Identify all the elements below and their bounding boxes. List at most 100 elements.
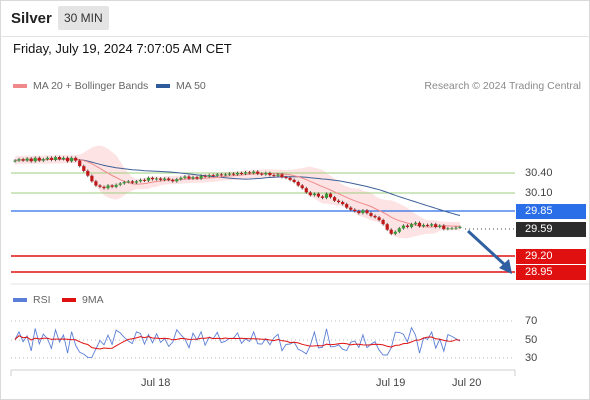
candle-up (252, 171, 256, 173)
candle-up (401, 225, 405, 229)
candle-down (377, 217, 381, 221)
candle-up (163, 178, 167, 180)
projection-shaft (466, 229, 507, 267)
candle-down (405, 225, 409, 227)
candle-down (37, 157, 41, 161)
candle-down (21, 159, 25, 161)
instrument-title: Silver (11, 10, 52, 27)
candle-down (248, 172, 252, 174)
candle-up (199, 175, 203, 179)
rsi-swatch (13, 298, 27, 302)
candle-down (195, 177, 199, 179)
candle-down (29, 158, 33, 162)
x-label-jul20: Jul 20 (452, 377, 482, 389)
candle-up (227, 173, 231, 175)
candle-down (239, 173, 244, 174)
candle-down (219, 174, 223, 176)
candle-down (308, 192, 312, 196)
candle-down (296, 182, 300, 186)
candle-down (171, 179, 175, 182)
candle-up (183, 176, 187, 178)
candle-down (385, 224, 389, 230)
candle-down (150, 177, 155, 180)
rsi-tick-50: 50 (525, 334, 538, 346)
candle-up (422, 224, 426, 227)
candle-down (159, 178, 163, 180)
candle-down (49, 157, 53, 160)
candle-up (61, 157, 66, 160)
candle-down (57, 157, 62, 160)
legend-ma20-label: MA 20 + Bollinger Bands (33, 80, 149, 92)
candle-down (142, 179, 147, 181)
rsi-lines (14, 326, 461, 358)
ma20-swatch (13, 84, 27, 88)
bollinger-bands (15, 145, 460, 239)
candle-up (179, 177, 183, 180)
candle-down (284, 177, 288, 179)
candle-down (381, 220, 385, 225)
ma9-swatch (62, 298, 76, 302)
candle-up (207, 175, 211, 177)
candle-down (187, 176, 191, 179)
legend-rsi: RSI (13, 294, 51, 306)
candle-up (450, 228, 454, 230)
candle-down (260, 173, 264, 175)
candle-down (288, 177, 292, 180)
legend-rsi-label: RSI (33, 294, 51, 306)
candle-down (268, 173, 272, 176)
candle-down (389, 229, 393, 234)
candle-down (78, 160, 82, 167)
candle-down (373, 215, 377, 218)
candle-up (397, 228, 401, 232)
candle-down (316, 193, 320, 197)
pivot-badge: 29.85 (516, 204, 586, 219)
candle-up (138, 179, 142, 182)
candle-down (353, 209, 357, 212)
support-badge-1: 29.20 (516, 249, 586, 264)
candle-up (33, 157, 37, 162)
candle-down (86, 170, 90, 176)
candle-up (25, 158, 29, 161)
candle-up (122, 182, 126, 184)
candle-down (365, 210, 369, 214)
candle-down (90, 175, 94, 182)
candle-up (114, 184, 118, 187)
candle-up (175, 179, 179, 182)
candle-up (430, 224, 434, 226)
interval-button[interactable]: 30 MIN (58, 6, 109, 30)
legend-ma50-label: MA 50 (176, 80, 206, 92)
candle-up (244, 172, 248, 174)
candle-down (333, 197, 337, 201)
candle-up (53, 157, 58, 160)
candle-up (446, 228, 450, 230)
candle-up (126, 181, 130, 183)
candle-down (256, 171, 260, 174)
rsi-tick-70: 70 (525, 315, 538, 327)
candle-up (13, 160, 17, 162)
candle-down (74, 157, 78, 161)
candle-down (426, 224, 430, 226)
candle-up (215, 174, 219, 176)
legend-ma20: MA 20 + Bollinger Bands (13, 80, 148, 92)
candle-down (328, 193, 333, 198)
candle-up (438, 225, 442, 227)
rsi-panel (10, 320, 516, 376)
candles (13, 155, 462, 236)
chart-datetime: Friday, July 19, 2024 7:07:05 AM CET (13, 41, 232, 56)
candle-down (110, 185, 114, 187)
candle-up (191, 177, 195, 179)
candle-down (369, 213, 373, 216)
candle-up (155, 178, 159, 180)
candle-down (167, 178, 171, 180)
candle-down (304, 188, 308, 193)
header-bar: Silver 30 MIN (0, 0, 590, 37)
candle-up (106, 185, 110, 189)
ma50-swatch (156, 84, 170, 88)
level-label-r2: 30.40 (525, 167, 553, 179)
level-label-r1: 30.10 (525, 187, 553, 199)
support-badge-2: 28.95 (516, 265, 586, 280)
candle-down (130, 181, 134, 183)
candle-down (337, 200, 341, 203)
candle-up (146, 177, 151, 181)
